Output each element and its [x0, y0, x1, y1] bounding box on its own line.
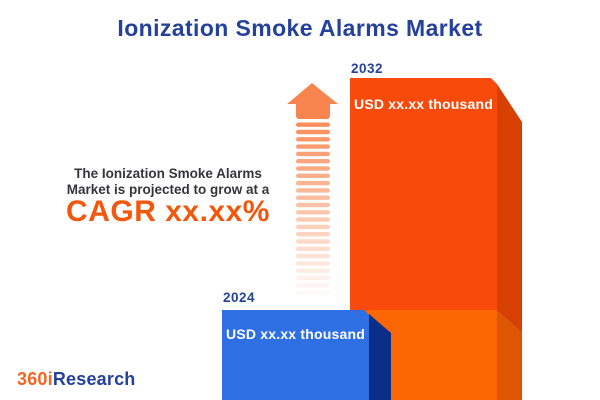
bar-2032-side-upper — [497, 84, 522, 333]
arrow-neck — [296, 100, 330, 119]
arrow-stripes — [296, 122, 330, 295]
insight-line-1: The Ionization Smoke Alarms — [74, 166, 262, 181]
bar-2032-front-upper — [350, 78, 497, 310]
brand-logo: 360iResearch — [17, 369, 136, 390]
insight-line-2: Market is projected to grow at a — [66, 181, 270, 197]
growth-arrow-icon — [287, 83, 338, 295]
bar-2024-value-label: USD xx.xx thousand — [226, 326, 365, 342]
bar-2024-front — [222, 310, 369, 400]
bar-2024-side — [369, 314, 391, 400]
arrow-head — [287, 83, 338, 104]
logo-suffix: Research — [52, 369, 136, 389]
bar-2032-side-lower — [497, 311, 522, 400]
cagr-value: CAGR xx.xx% — [66, 195, 270, 228]
logo-prefix: 360i — [17, 369, 53, 389]
bar-2032-value-label: USD xx.xx thousand — [354, 96, 493, 112]
bar-2024-year-label: 2024 — [223, 290, 256, 305]
insight-text-block: The Ionization Smoke Alarms Market is pr… — [48, 166, 288, 228]
bar-2024 — [222, 310, 391, 400]
bar-2032-year-label: 2032 — [351, 61, 384, 76]
page-title: Ionization Smoke Alarms Market — [117, 15, 483, 41]
